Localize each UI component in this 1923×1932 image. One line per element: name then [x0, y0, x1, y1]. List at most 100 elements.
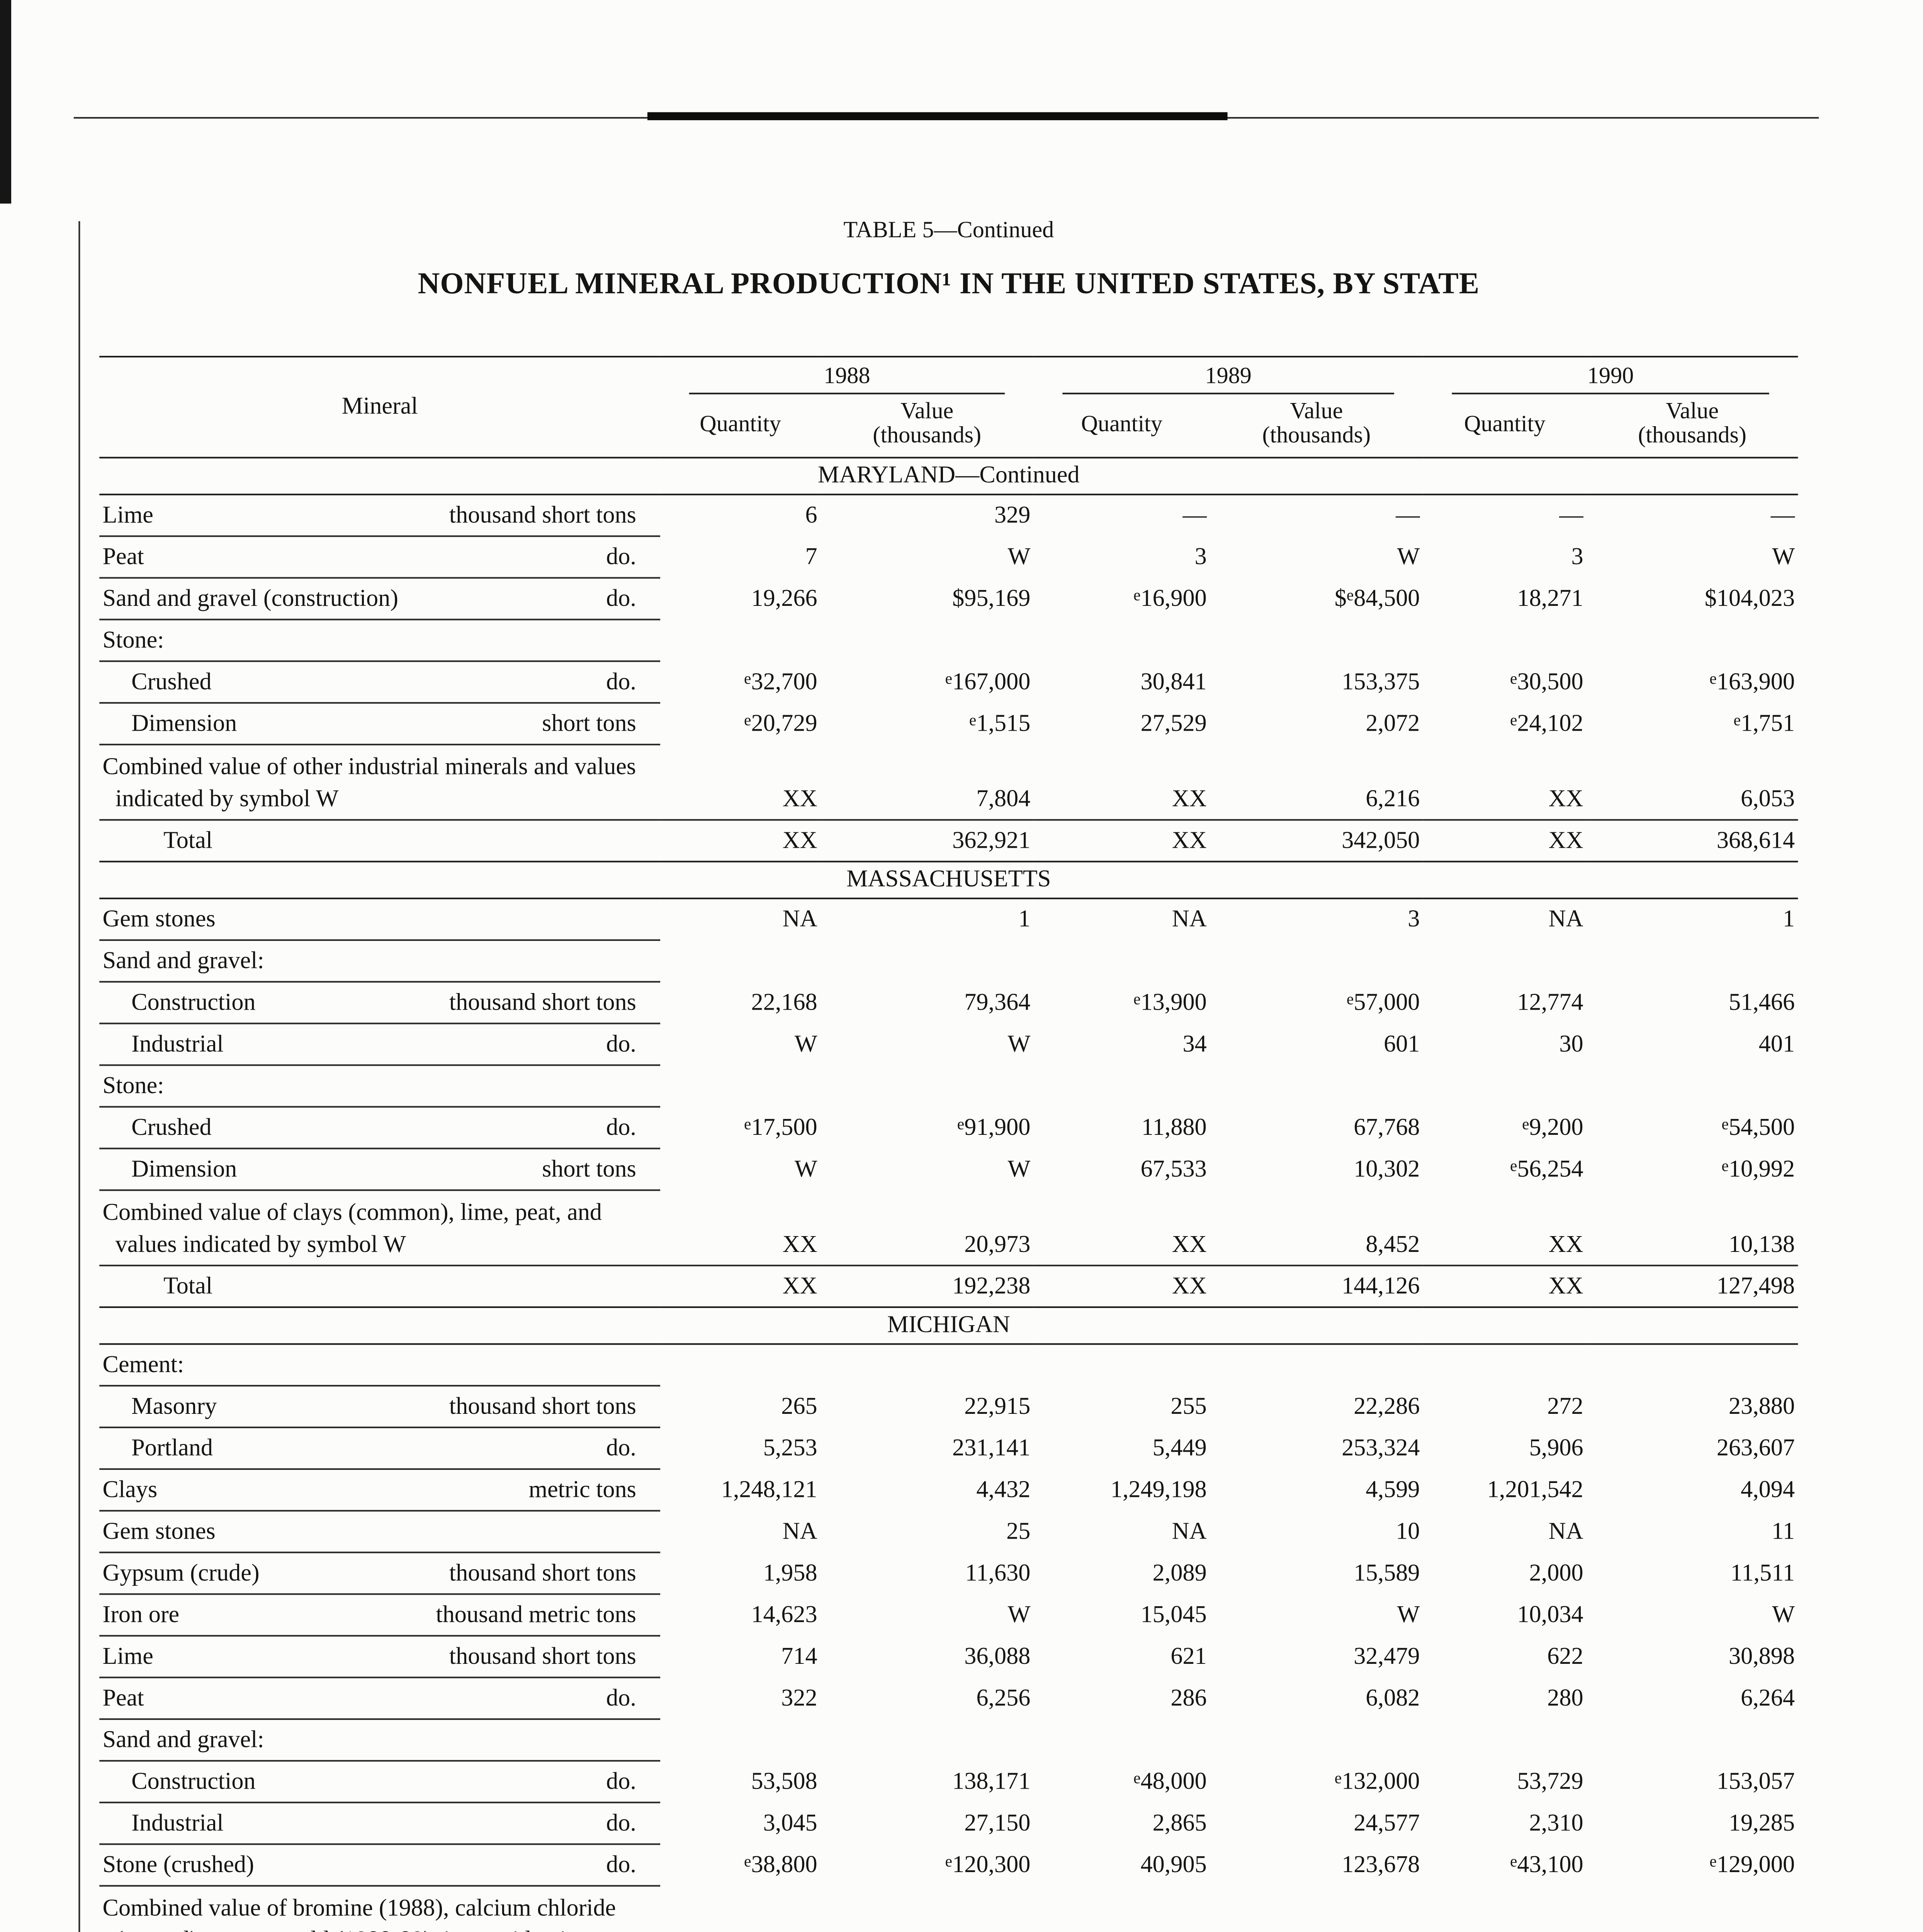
value-cell: XX [1423, 1190, 1587, 1267]
mineral-name: Total [163, 828, 213, 855]
mineral-row: Peat do. 322 6,256 286 6,082 280 6,264 [99, 1677, 1798, 1720]
value-cell [1423, 1344, 1587, 1386]
value-cell: e17,500 [744, 1116, 817, 1141]
mineral-row: Gypsum (crude) thousand short tons 1,958 11… [99, 1552, 1798, 1595]
value-cell: XX [1033, 1190, 1210, 1267]
value-header-line2: (thousands) [1262, 423, 1371, 449]
value-cell [1423, 1719, 1587, 1761]
quantity-header: Quantity [660, 394, 821, 459]
value-cell: NA [782, 1519, 817, 1545]
value-cell: XX [1033, 744, 1210, 821]
table-label: TABLE 5—Continued [843, 218, 1054, 244]
mineral-row: Lime thousand short tons 6 329 — — — — [99, 494, 1798, 537]
value-cell: 19,266 [751, 587, 817, 612]
value-cell: 30 [1559, 1032, 1583, 1058]
value-cell [1210, 940, 1423, 982]
mineral-name: Total [163, 1274, 213, 1300]
value-cell: 14,623 [751, 1603, 817, 1629]
mineral-name: Lime [102, 503, 153, 529]
mineral-stub-cell: Dimension short tons [99, 1148, 661, 1191]
mineral-stub-cell: Gem stones [99, 898, 661, 941]
mineral-stub-cell: Dimension short tons [99, 703, 661, 745]
value-cell: 796,516 [1586, 1886, 1798, 1932]
value-cell: 4,599 [1366, 1478, 1420, 1504]
value-cell: W [1007, 545, 1031, 571]
value-cell: 231,141 [952, 1436, 1031, 1462]
value-cell [1587, 1719, 1798, 1761]
value-cell: 22,915 [964, 1395, 1031, 1420]
value-cell: 144,126 [1210, 1265, 1423, 1308]
value-cell: 5,449 [1152, 1436, 1207, 1462]
year-label: 1989 [1062, 364, 1395, 395]
value-cell: 322 [781, 1686, 817, 1712]
value-cell: 329 [994, 503, 1031, 529]
value-cell: 40,905 [1140, 1853, 1207, 1879]
value-cell: 362,921 [820, 820, 1034, 862]
mineral-stub-cell: Gypsum (crude) thousand short tons [99, 1552, 661, 1595]
value-cell: 3,045 [763, 1811, 817, 1837]
mineral-row: Combined value of bromine (1988), calciu… [99, 1886, 1798, 1932]
value-cell: e43,100 [1510, 1853, 1583, 1879]
mineral-name: Sand and gravel: [102, 1728, 264, 1754]
mineral-name: Crushed [131, 1116, 212, 1141]
value-cell: 1,201,542 [1487, 1478, 1583, 1504]
value-cell: 23,880 [1729, 1395, 1795, 1420]
mineral-name: Lime [102, 1645, 153, 1670]
value-cell: $e84,500 [1334, 587, 1420, 612]
mineral-stub-cell: Construction do. [99, 1760, 661, 1803]
value-cell: 19,285 [1729, 1811, 1795, 1837]
value-cell: 3 [1194, 545, 1207, 571]
value-cell [1034, 1065, 1210, 1107]
value-cell: 621 [1170, 1645, 1207, 1670]
value-cell: 36,088 [964, 1645, 1031, 1670]
quantity-header: Quantity [1033, 394, 1210, 459]
value-cell [1587, 1065, 1798, 1107]
mineral-name: Cement: [102, 1353, 184, 1379]
value-cell: XX [660, 820, 821, 862]
unit-label: do. [606, 1116, 636, 1141]
unit-label: do. [606, 545, 636, 571]
value-cell: 30,898 [1729, 1645, 1795, 1670]
value-cell: e120,300 [945, 1853, 1031, 1879]
mineral-name: Industrial [131, 1811, 224, 1837]
mineral-column-header: Mineral [99, 357, 661, 459]
value-cell: 15,589 [1354, 1561, 1420, 1587]
unit-label: do. [606, 670, 636, 696]
value-cell: 153,057 [1716, 1769, 1795, 1796]
mineral-row: Masonry thousand short tons 265 22,915 255 22… [99, 1386, 1798, 1429]
value-cell [1034, 619, 1210, 661]
value-cell: W [1007, 1603, 1031, 1629]
mineral-row: Gem stones NA 25 NA 10 NA 11 [99, 1510, 1798, 1553]
value-cell [1423, 940, 1587, 982]
mineral-name: Stone: [102, 1074, 164, 1100]
value-cell: e167,000 [945, 670, 1031, 696]
value-cell: 1 [1783, 907, 1795, 934]
value-cell: e54,500 [1721, 1116, 1795, 1141]
value-header-line2: (thousands) [1638, 423, 1746, 449]
mineral-name: Portland [131, 1436, 213, 1462]
value-cell: 984,347 [1210, 1886, 1423, 1932]
value-cell: NA [782, 907, 817, 934]
mineral-stub-cell: Sand and gravel (construction) do. [99, 578, 661, 621]
value-cell: W [1772, 1603, 1795, 1629]
value-cell [1034, 1719, 1210, 1761]
mineral-row: Lime thousand short tons 714 36,088 621 32,47… [99, 1636, 1798, 1679]
value-cell [1587, 940, 1798, 982]
value-cell [660, 1344, 821, 1386]
value-cell [1210, 1719, 1423, 1761]
unit-label: thousand metric tons [436, 1603, 636, 1629]
value-cell: 15,045 [1140, 1603, 1207, 1629]
mineral-row: Crushed do. e32,700 e167,000 30,841 153,375 e3… [99, 661, 1798, 704]
value-cell: e132,000 [1334, 1769, 1420, 1796]
mineral-stub-cell: Combined value of clays (common), lime, … [99, 1190, 661, 1267]
value-cell: W [794, 1157, 817, 1183]
mineral-name: Combined value of bromine (1988), calciu… [102, 1896, 635, 1932]
mineral-stub-cell: Total [99, 1265, 661, 1308]
value-header-line2: (thousands) [873, 423, 982, 449]
value-cell: XX [1033, 1886, 1210, 1932]
mineral-row: Sand and gravel: [99, 1719, 1798, 1762]
value-cell: 989,453 [820, 1886, 1034, 1932]
value-cell [660, 619, 821, 661]
value-cell: e20,729 [744, 711, 817, 738]
